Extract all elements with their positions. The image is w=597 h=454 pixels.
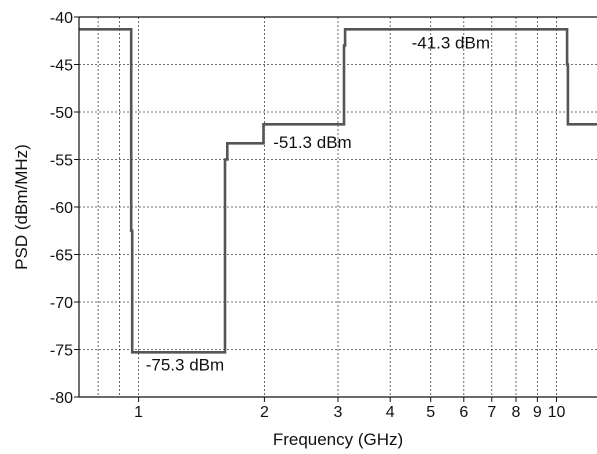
x-tick-label: 5: [426, 404, 435, 421]
x-tick-label: 7: [487, 404, 496, 421]
x-tick-labels: 1 2 3 4 5 6 7 8 9 10: [134, 397, 566, 421]
x-tick-label: 9: [533, 404, 542, 421]
y-tick-label: -65: [50, 248, 73, 265]
y-tick-label: -55: [50, 153, 73, 170]
x-tick-label: 2: [260, 404, 269, 421]
y-axis-label: PSD (dBm/MHz): [12, 144, 31, 270]
x-tick-label: 8: [512, 404, 521, 421]
psd-series-line: [79, 27, 597, 354]
x-tick-label: 4: [386, 404, 395, 421]
series-group: [79, 27, 597, 354]
y-tick-label: -60: [50, 200, 73, 217]
y-tick-label: -50: [50, 105, 73, 122]
y-tick-label: -40: [50, 10, 73, 27]
x-tick-label: 6: [459, 404, 468, 421]
x-tick-label: 1: [134, 404, 143, 421]
level-annotation: -75.3 dBm: [146, 355, 224, 374]
y-tick-label: -80: [50, 390, 73, 407]
level-annotation: -41.3 dBm: [412, 33, 490, 52]
annotations: -75.3 dBm -51.3 dBm -41.3 dBm: [146, 33, 490, 374]
y-tick-labels: -40 -45 -50 -55 -60 -65 -70 -75 -80: [50, 10, 79, 407]
y-tick-label: -45: [50, 58, 73, 75]
y-tick-label: -75: [50, 343, 73, 360]
x-tick-label: 3: [334, 404, 343, 421]
level-annotation: -51.3 dBm: [273, 133, 351, 152]
x-tick-label: 10: [548, 404, 566, 421]
y-tick-label: -70: [50, 295, 73, 312]
x-axis-label: Frequency (GHz): [273, 430, 403, 449]
grid-lines: [79, 16, 597, 397]
